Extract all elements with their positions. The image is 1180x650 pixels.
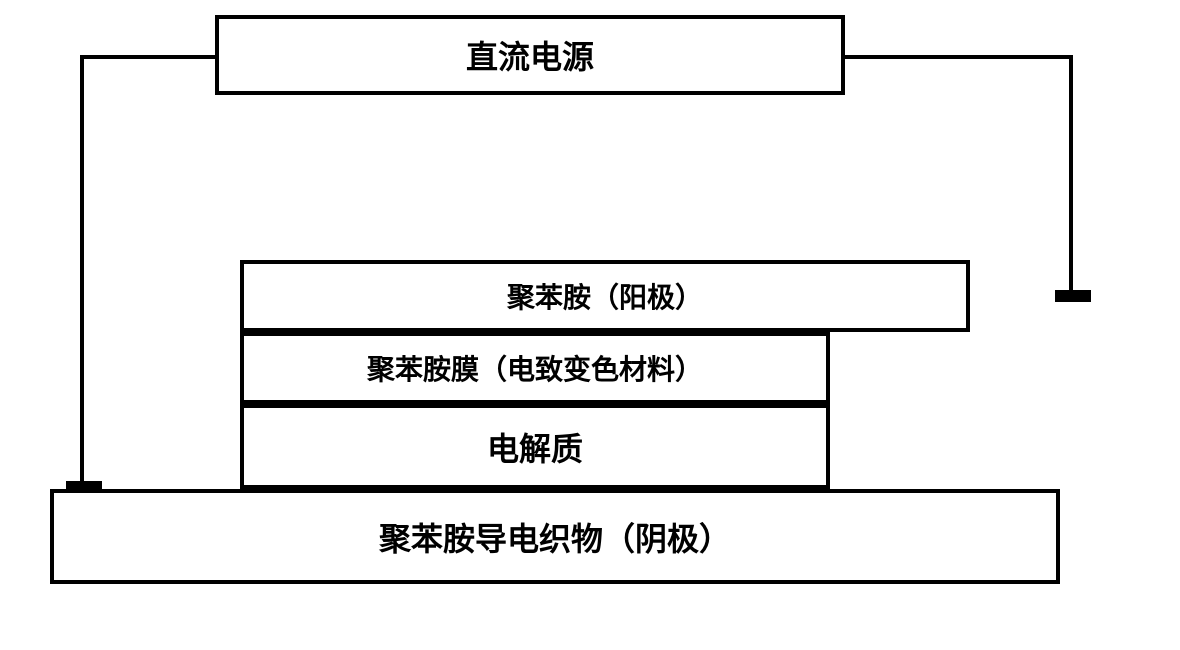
electrolyte-box: 电解质 (240, 404, 830, 489)
circuit-diagram: 直流电源 聚苯胺（阳极） 聚苯胺膜（电致变色材料） 电解质 聚苯胺导电织物（阴极… (50, 15, 1130, 605)
power-supply-label: 直流电源 (466, 32, 594, 78)
anode-label: 聚苯胺（阳极） (507, 276, 703, 316)
power-supply-box: 直流电源 (215, 15, 845, 95)
film-box: 聚苯胺膜（电致变色材料） (240, 332, 830, 404)
cathode-label: 聚苯胺导电织物（阴极） (379, 514, 731, 560)
terminal-anode (1055, 290, 1091, 302)
cathode-box: 聚苯胺导电织物（阴极） (50, 489, 1060, 584)
electrolyte-label: 电解质 (487, 424, 583, 470)
wire-right-vertical (1069, 55, 1073, 296)
wire-left-top (80, 55, 218, 59)
wire-right-top (843, 55, 1073, 59)
wire-left-vertical (80, 55, 84, 493)
anode-box: 聚苯胺（阳极） (240, 260, 970, 332)
film-label: 聚苯胺膜（电致变色材料） (367, 348, 703, 388)
